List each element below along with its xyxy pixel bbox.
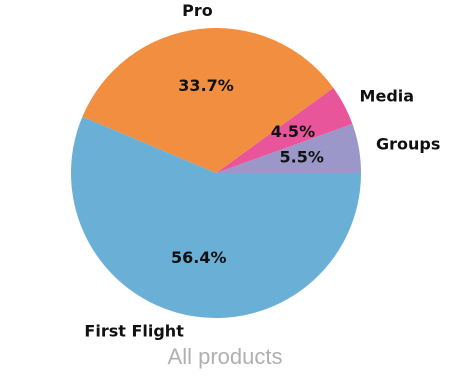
slice-pct-first-flight: 56.4% xyxy=(171,248,227,267)
slice-pct-pro: 33.7% xyxy=(178,76,234,95)
pie-slice-media xyxy=(216,87,353,173)
slice-label-first-flight: First Flight xyxy=(84,322,184,341)
slices-layer xyxy=(71,28,362,319)
slice-pct-groups: 5.5% xyxy=(280,148,324,167)
slice-label-media: Media xyxy=(360,87,415,106)
slice-label-pro: Pro xyxy=(182,1,213,20)
pie-slice-groups xyxy=(216,123,361,173)
chart-title: All products xyxy=(167,344,283,369)
slice-label-groups: Groups xyxy=(376,135,440,154)
slice-pct-media: 4.5% xyxy=(271,122,315,141)
pie-slice-pro xyxy=(82,28,334,173)
pie-slice-first-flight xyxy=(71,116,362,319)
labels-layer: Groups 5.5% Media 4.5% Pro 33.7% First Flight 5… xyxy=(84,1,440,341)
